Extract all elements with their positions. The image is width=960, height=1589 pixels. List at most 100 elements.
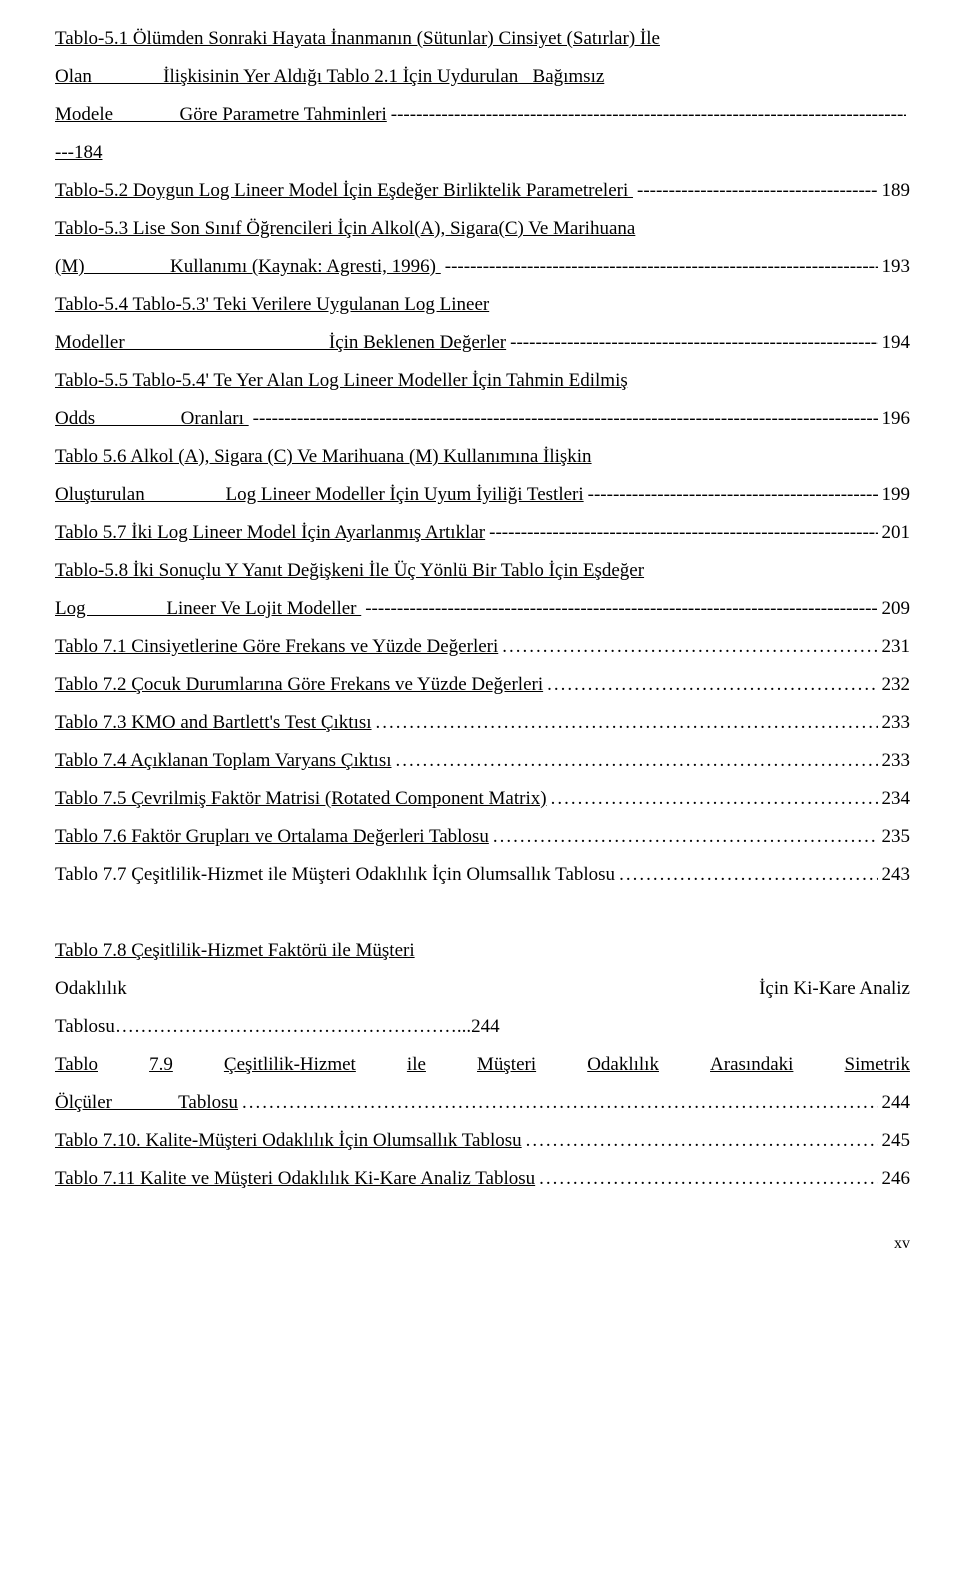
leader-dashes — [391, 96, 906, 134]
toc-entry[interactable]: Tablo 7.6 Faktör Grupları ve Ortalama De… — [55, 818, 910, 856]
leader-dashes — [637, 172, 878, 210]
word: Çeşitlilik-Hizmet — [224, 1046, 356, 1084]
toc-page: 244 — [882, 1084, 911, 1122]
leader-dashes — [510, 324, 877, 362]
toc-page: 196 — [882, 400, 911, 438]
word: ile — [407, 1046, 426, 1084]
toc-entry[interactable]: Tablo 7.10. Kalite-Müşteri Odaklılık İçi… — [55, 1122, 910, 1160]
toc-entry[interactable]: Ölçüler Tablosu 244 — [55, 1084, 910, 1122]
toc-line-last: Modele Göre Parametre Tahminleri — [55, 96, 910, 134]
toc-label: Log Lineer Ve Lojit Modeller — [55, 590, 361, 628]
toc-line: Tablo-5.8 İki Sonuçlu Y Yanıt Değişkeni … — [55, 552, 910, 590]
toc-label: Tablo 7.10. Kalite-Müşteri Odaklılık İçi… — [55, 1122, 522, 1160]
leader-dots — [547, 666, 877, 704]
toc-page: 246 — [882, 1160, 911, 1198]
toc-entry[interactable]: Tablo 7.4 Açıklanan Toplam Varyans Çıktı… — [55, 742, 910, 780]
justify-right: İçin Ki-Kare Analiz — [759, 970, 910, 1008]
toc-entry-multi[interactable]: Tablo-5.8 İki Sonuçlu Y Yanıt Değişkeni … — [55, 552, 910, 628]
toc-page: 194 — [882, 324, 911, 362]
toc-entry[interactable]: Tablo 7.3 KMO and Bartlett's Test Çıktıs… — [55, 704, 910, 742]
justify-left: Odaklılık — [55, 970, 127, 1008]
toc-entry[interactable]: Tablo 5.7 İki Log Lineer Model İçin Ayar… — [55, 514, 910, 552]
toc-entry[interactable]: Tablo 7.11 Kalite ve Müşteri Odaklılık K… — [55, 1160, 910, 1198]
toc-line: Tablo-5.3 Lise Son Sınıf Öğrencileri İçi… — [55, 210, 910, 248]
word: Tablo — [55, 1046, 98, 1084]
toc-line-last: Modeller İçin Beklenen Değerler 194 — [55, 324, 910, 362]
page-number-footer: xv — [55, 1228, 910, 1260]
toc-page: 231 — [882, 628, 911, 666]
toc-label: Tablo 7.3 KMO and Bartlett's Test Çıktıs… — [55, 704, 372, 742]
toc-line: Tablo 5.6 Alkol (A), Sigara (C) Ve Marih… — [55, 438, 910, 476]
toc-line[interactable]: ---184 — [55, 134, 910, 172]
toc-entry[interactable]: Tablo 7.2 Çocuk Durumlarına Göre Frekans… — [55, 666, 910, 704]
toc-page: 232 — [882, 666, 911, 704]
word: 7.9 — [149, 1046, 173, 1084]
toc-page: 233 — [882, 704, 911, 742]
toc-entry-multi[interactable]: Tablo-5.4 Tablo-5.3' Teki Verilere Uygul… — [55, 286, 910, 362]
toc-page: 193 — [882, 248, 911, 286]
toc-line: Olan İlişkisinin Yer Aldığı Tablo 2.1 İç… — [55, 58, 910, 96]
leader-dots — [526, 1122, 878, 1160]
toc-page: 243 — [882, 856, 911, 894]
leader-dots — [376, 704, 878, 742]
toc-line: Tablo-5.5 Tablo-5.4' Te Yer Alan Log Lin… — [55, 362, 910, 400]
toc-page: 245 — [882, 1122, 911, 1160]
toc-label: Tablo 7.1 Cinsiyetlerine Göre Frekans ve… — [55, 628, 498, 666]
word: Müşteri — [477, 1046, 536, 1084]
toc-label: Modeller İçin Beklenen Değerler — [55, 324, 506, 362]
toc-line-last: Log Lineer Ve Lojit Modeller 209 — [55, 590, 910, 628]
toc-page: 199 — [882, 476, 911, 514]
toc-label: Tablo 7.4 Açıklanan Toplam Varyans Çıktı… — [55, 742, 392, 780]
leader-dashes — [445, 248, 878, 286]
toc-label: (M) Kullanımı (Kaynak: Agresti, 1996) — [55, 248, 441, 286]
toc-entry-multi[interactable]: Tablo-5.5 Tablo-5.4' Te Yer Alan Log Lin… — [55, 362, 910, 438]
word: Simetrik — [845, 1046, 910, 1084]
leader-dots — [539, 1160, 877, 1198]
toc-page: 234 — [882, 780, 911, 818]
toc-entry[interactable]: Tablo 7.1 Cinsiyetlerine Göre Frekans ve… — [55, 628, 910, 666]
table-of-contents: Tablo-5.1 Ölümden Sonraki Hayata İnanman… — [55, 20, 910, 1198]
toc-line-last: Oluşturulan Log Lineer Modeller İçin Uyu… — [55, 476, 910, 514]
toc-page: 189 — [882, 172, 911, 210]
toc-line-justify[interactable]: Tablo 7.9 Çeşitlilik-Hizmet ile Müşteri Odakl… — [55, 1046, 910, 1084]
word: Odaklılık — [587, 1046, 659, 1084]
leader-dots — [619, 856, 877, 894]
word: Arasındaki — [710, 1046, 793, 1084]
toc-line: Tablo-5.4 Tablo-5.3' Teki Verilere Uygul… — [55, 286, 910, 324]
toc-entry[interactable]: Tablo-5.2 Doygun Log Lineer Model İçin E… — [55, 172, 910, 210]
toc-label: Tablo-5.2 Doygun Log Lineer Model İçin E… — [55, 172, 633, 210]
leader-dots — [396, 742, 878, 780]
toc-entry: Tablo 7.7 Çeşitlilik-Hizmet ile Müşteri … — [55, 856, 910, 894]
toc-entry[interactable]: Tablo 7.5 Çevrilmiş Faktör Matrisi (Rota… — [55, 780, 910, 818]
toc-label: Tablo 7.7 Çeşitlilik-Hizmet ile Müşteri … — [55, 856, 615, 894]
toc-line-last: Odds Oranları 196 — [55, 400, 910, 438]
toc-label: Tablo 7.5 Çevrilmiş Faktör Matrisi (Rota… — [55, 780, 547, 818]
toc-entry-multi[interactable]: Tablo-5.1 Ölümden Sonraki Hayata İnanman… — [55, 20, 910, 134]
blank-line — [55, 894, 910, 932]
toc-label: Tablo 7.2 Çocuk Durumlarına Göre Frekans… — [55, 666, 543, 704]
leader-dashes — [588, 476, 878, 514]
toc-line-last: (M) Kullanımı (Kaynak: Agresti, 1996) 19… — [55, 248, 910, 286]
leader-dots — [493, 818, 878, 856]
leader-dots — [502, 628, 877, 666]
toc-page: 233 — [882, 742, 911, 780]
toc-label: Tablo 7.6 Faktör Grupları ve Ortalama De… — [55, 818, 489, 856]
toc-line-justify: Odaklılık İçin Ki-Kare Analiz — [55, 970, 910, 1008]
toc-entry-multi[interactable]: Tablo-5.3 Lise Son Sınıf Öğrencileri İçi… — [55, 210, 910, 286]
toc-label: Ölçüler Tablosu — [55, 1084, 238, 1122]
toc-page: 235 — [882, 818, 911, 856]
leader-dashes — [489, 514, 877, 552]
toc-line: Tablo-5.1 Ölümden Sonraki Hayata İnanman… — [55, 20, 910, 58]
toc-label: Modele Göre Parametre Tahminleri — [55, 96, 387, 134]
toc-label: Odds Oranları — [55, 400, 249, 438]
leader-dashes — [365, 590, 877, 628]
leader-dashes — [253, 400, 878, 438]
toc-label: Tablo 5.7 İki Log Lineer Model İçin Ayar… — [55, 514, 485, 552]
toc-line[interactable]: Tablo 7.8 Çeşitlilik-Hizmet Faktörü ile … — [55, 932, 910, 970]
toc-label: Oluşturulan Log Lineer Modeller İçin Uyu… — [55, 476, 584, 514]
toc-entry-multi[interactable]: Tablo 5.6 Alkol (A), Sigara (C) Ve Marih… — [55, 438, 910, 514]
leader-dots — [242, 1084, 877, 1122]
leader-dots — [551, 780, 878, 818]
toc-page: 209 — [882, 590, 911, 628]
toc-line: Tablosu………………………………………………...244 — [55, 1008, 910, 1046]
